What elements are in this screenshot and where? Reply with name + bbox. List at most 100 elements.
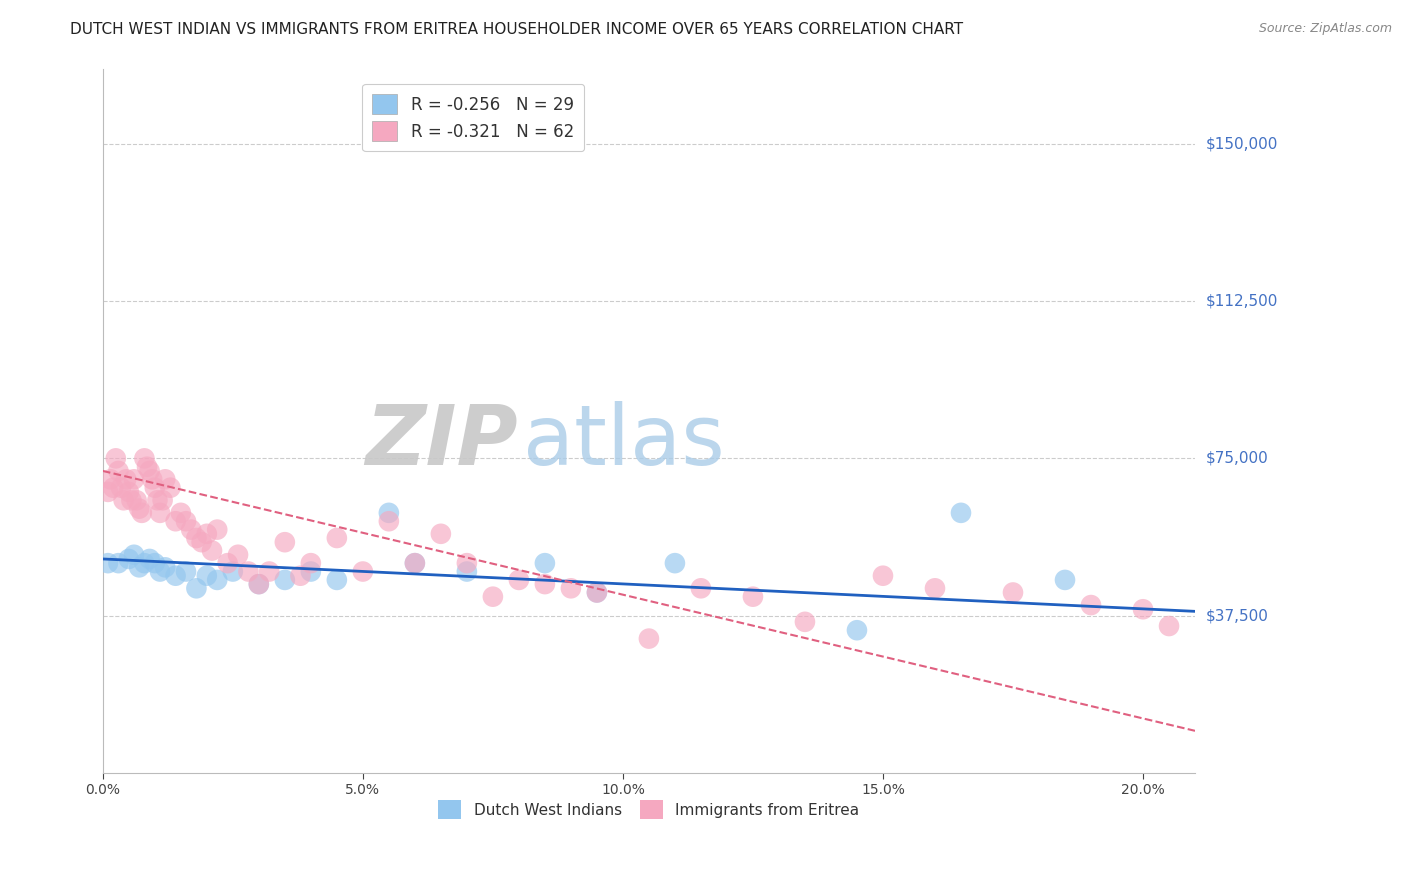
- Point: [534, 577, 557, 591]
- Point: [186, 582, 208, 596]
- Point: [195, 526, 218, 541]
- Point: [274, 573, 297, 587]
- Point: [120, 493, 142, 508]
- Point: [257, 565, 280, 579]
- Text: ZIP: ZIP: [366, 401, 517, 483]
- Point: [586, 585, 609, 599]
- Point: [143, 556, 166, 570]
- Point: [180, 523, 202, 537]
- Point: [128, 560, 150, 574]
- Point: [456, 556, 478, 570]
- Text: $112,500: $112,500: [1206, 293, 1278, 309]
- Text: $75,000: $75,000: [1206, 450, 1268, 466]
- Point: [482, 590, 505, 604]
- Text: atlas: atlas: [523, 401, 725, 483]
- Point: [430, 526, 453, 541]
- Point: [638, 632, 661, 646]
- Point: [143, 481, 166, 495]
- Text: DUTCH WEST INDIAN VS IMMIGRANTS FROM ERITREA HOUSEHOLDER INCOME OVER 65 YEARS CO: DUTCH WEST INDIAN VS IMMIGRANTS FROM ERI…: [70, 22, 963, 37]
- Point: [122, 548, 145, 562]
- Point: [152, 493, 174, 508]
- Point: [742, 590, 765, 604]
- Legend: Dutch West Indians, Immigrants from Eritrea: Dutch West Indians, Immigrants from Erit…: [433, 794, 866, 825]
- Text: Source: ZipAtlas.com: Source: ZipAtlas.com: [1258, 22, 1392, 36]
- Point: [190, 535, 212, 549]
- Point: [97, 556, 120, 570]
- Point: [174, 514, 197, 528]
- Point: [404, 556, 426, 570]
- Point: [205, 573, 228, 587]
- Point: [949, 506, 972, 520]
- Point: [1132, 602, 1154, 616]
- Point: [690, 582, 713, 596]
- Point: [201, 543, 224, 558]
- Point: [217, 556, 239, 570]
- Point: [104, 451, 127, 466]
- Point: [205, 523, 228, 537]
- Point: [118, 552, 141, 566]
- Point: [586, 585, 609, 599]
- Point: [165, 514, 187, 528]
- Point: [290, 568, 312, 582]
- Point: [222, 565, 245, 579]
- Point: [508, 573, 530, 587]
- Point: [238, 565, 260, 579]
- Point: [1157, 619, 1180, 633]
- Point: [149, 565, 172, 579]
- Point: [141, 472, 163, 486]
- Point: [378, 514, 401, 528]
- Point: [247, 577, 270, 591]
- Point: [155, 560, 177, 574]
- Point: [226, 548, 249, 562]
- Point: [134, 451, 156, 466]
- Point: [155, 472, 177, 486]
- Point: [149, 506, 172, 520]
- Point: [122, 472, 145, 486]
- Point: [97, 484, 120, 499]
- Point: [110, 481, 132, 495]
- Point: [107, 464, 129, 478]
- Point: [138, 552, 160, 566]
- Point: [404, 556, 426, 570]
- Text: $150,000: $150,000: [1206, 136, 1278, 152]
- Point: [159, 481, 181, 495]
- Point: [846, 624, 869, 638]
- Point: [299, 565, 322, 579]
- Point: [165, 568, 187, 582]
- Point: [299, 556, 322, 570]
- Point: [125, 493, 148, 508]
- Point: [134, 556, 156, 570]
- Point: [131, 506, 153, 520]
- Point: [378, 506, 401, 520]
- Text: $37,500: $37,500: [1206, 608, 1270, 623]
- Point: [107, 556, 129, 570]
- Point: [247, 577, 270, 591]
- Point: [352, 565, 374, 579]
- Point: [186, 531, 208, 545]
- Point: [112, 493, 135, 508]
- Point: [170, 506, 193, 520]
- Point: [103, 481, 125, 495]
- Point: [128, 501, 150, 516]
- Point: [1001, 585, 1024, 599]
- Point: [326, 573, 349, 587]
- Point: [534, 556, 557, 570]
- Point: [146, 493, 169, 508]
- Point: [118, 484, 141, 499]
- Point: [136, 459, 159, 474]
- Point: [872, 568, 894, 582]
- Point: [100, 472, 122, 486]
- Point: [174, 565, 197, 579]
- Point: [924, 582, 946, 596]
- Point: [138, 464, 160, 478]
- Point: [560, 582, 582, 596]
- Point: [664, 556, 686, 570]
- Point: [326, 531, 349, 545]
- Point: [1053, 573, 1076, 587]
- Point: [794, 615, 817, 629]
- Point: [115, 472, 138, 486]
- Point: [274, 535, 297, 549]
- Point: [195, 568, 218, 582]
- Point: [456, 565, 478, 579]
- Point: [1080, 598, 1102, 612]
